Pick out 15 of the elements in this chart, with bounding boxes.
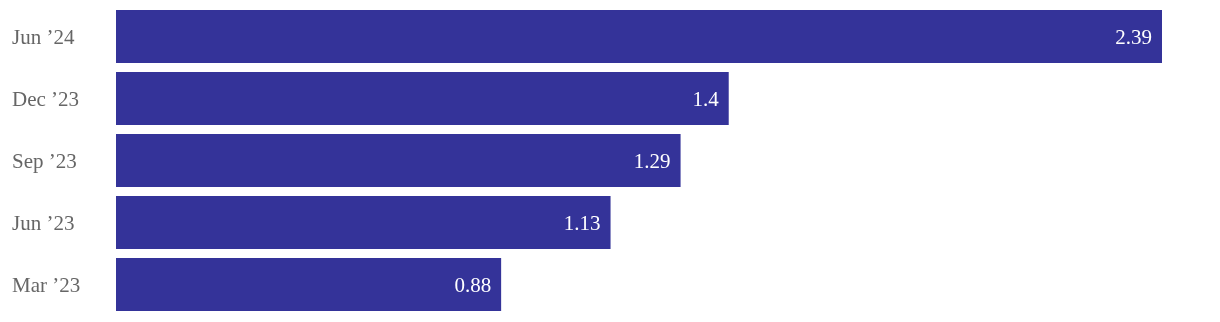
data-label: 1.13 — [563, 210, 601, 235]
bar — [116, 10, 1162, 63]
y-tick-label: Mar ’23 — [12, 272, 81, 297]
bar — [116, 196, 611, 249]
y-tick-label: Jun ’23 — [12, 210, 75, 235]
data-label: 1.29 — [633, 148, 671, 173]
bar — [116, 72, 729, 125]
data-label: 0.88 — [454, 272, 492, 297]
y-tick-label: Jun ’24 — [12, 24, 75, 49]
bar — [116, 258, 502, 311]
y-tick-label: Dec ’23 — [12, 86, 80, 111]
data-label: 1.4 — [692, 86, 720, 111]
y-tick-label: Sep ’23 — [12, 148, 77, 173]
data-label: 2.39 — [1115, 24, 1152, 49]
bar — [116, 134, 681, 187]
